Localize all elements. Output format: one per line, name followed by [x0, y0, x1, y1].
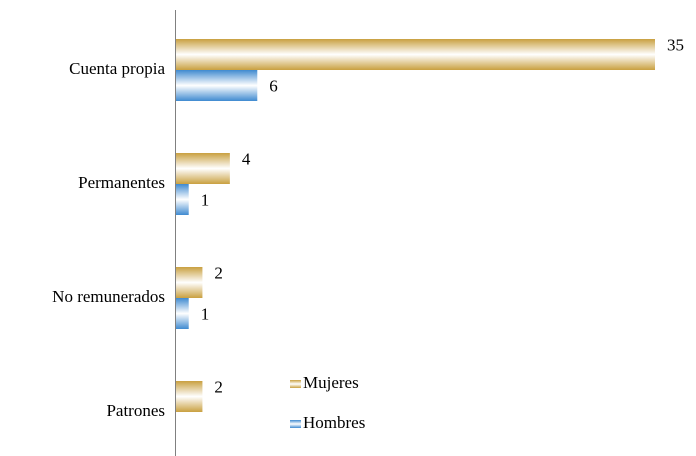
value-label: 35: [667, 35, 684, 54]
value-label: 6: [269, 76, 278, 95]
category-label: No remunerados: [52, 287, 165, 306]
bar: [176, 39, 655, 70]
bar: [176, 70, 258, 101]
legend-label: Mujeres: [303, 373, 359, 392]
bar: [176, 381, 203, 412]
bar: [176, 153, 230, 184]
value-label: 4: [242, 149, 251, 168]
legend-label: Hombres: [303, 413, 365, 432]
category-label: Permanentes: [78, 173, 165, 192]
bar: [176, 267, 203, 298]
value-label: 1: [201, 304, 210, 323]
value-label: 2: [214, 263, 223, 282]
bar: [176, 184, 189, 215]
bar: [176, 298, 189, 329]
legend-swatch: [290, 380, 301, 388]
category-label: Cuenta propia: [69, 59, 165, 78]
category-label: Patrones: [106, 401, 165, 420]
value-label: 2: [214, 377, 223, 396]
value-label: 1: [201, 190, 210, 209]
legend-swatch: [290, 420, 301, 428]
